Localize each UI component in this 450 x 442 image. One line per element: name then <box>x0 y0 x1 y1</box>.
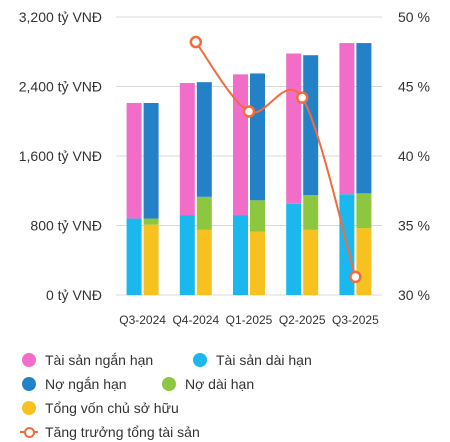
grid-lines <box>116 16 382 296</box>
bar-segment[interactable] <box>196 82 212 197</box>
bar-segment[interactable] <box>250 231 265 295</box>
bar-marks <box>126 43 372 295</box>
bar-segment[interactable] <box>303 229 319 295</box>
legend-item-no-dai-han[interactable]: Nợ dài hạn <box>162 376 254 392</box>
bar-segment[interactable] <box>143 224 159 295</box>
bar-segment[interactable] <box>250 73 265 201</box>
growth-line-path <box>195 41 357 278</box>
chart-plot: 0 tỷ VNĐ 800 tỷ VNĐ 1,600 tỷ VNĐ 2,400 tỷ V… <box>19 9 430 327</box>
legend-label: Nợ dài hạn <box>185 376 255 392</box>
legend-label: Tài sản dài hạn <box>216 352 312 368</box>
x-tick-label: Q3-2024 <box>119 313 166 327</box>
legend-label: Tổng vốn chủ sở hữu <box>45 400 179 416</box>
legend-item-tai-san-dai-han[interactable]: Tài sản dài hạn <box>193 352 312 368</box>
right-tick-label: 45 % <box>398 79 430 95</box>
legend-label: Nợ ngắn hạn <box>45 376 127 392</box>
bar-segment[interactable] <box>303 195 319 230</box>
growth-point[interactable] <box>189 35 203 49</box>
legend-item-tong-von-chu-so-huu[interactable]: Tổng vốn chủ sở hữu <box>22 400 179 416</box>
bar-segment[interactable] <box>126 218 142 295</box>
bar-segment[interactable] <box>126 103 142 219</box>
left-tick-label: 2,400 tỷ VNĐ <box>19 79 102 95</box>
legend: Tài sản ngắn hạn Tài sản dài hạn Nợ ngắn… <box>0 346 450 442</box>
right-tick-label: 40 % <box>398 148 430 164</box>
legend-swatch-green <box>162 377 176 391</box>
bar-segment[interactable] <box>196 229 212 295</box>
growth-point[interactable] <box>242 105 256 118</box>
bar-segment[interactable] <box>179 83 195 216</box>
bar-segment[interactable] <box>286 203 302 295</box>
x-tick-label: Q3-2025 <box>332 313 379 327</box>
legend-item-no-ngan-han[interactable]: Nợ ngắn hạn <box>22 376 127 392</box>
left-axis: 0 tỷ VNĐ 800 tỷ VNĐ 1,600 tỷ VNĐ 2,400 tỷ V… <box>19 9 102 303</box>
x-axis: Q3-2024 Q4-2024 Q1-2025 Q2-2025 Q3-2025 <box>119 313 379 327</box>
bar-segment[interactable] <box>233 74 248 216</box>
bar-segment[interactable] <box>179 215 195 295</box>
bar-segment[interactable] <box>196 196 212 230</box>
legend-label: Tài sản ngắn hạn <box>45 352 154 368</box>
bar-segment[interactable] <box>233 215 248 295</box>
bar-segment[interactable] <box>356 193 372 229</box>
growth-point[interactable] <box>295 91 309 104</box>
left-tick-label: 0 tỷ VNĐ <box>46 287 102 303</box>
bar-segment[interactable] <box>250 200 265 232</box>
legend-item-tang-truong-tong-tai-san[interactable]: Tăng trưởng tổng tài sản <box>20 424 200 440</box>
legend-swatch-pink <box>22 353 36 367</box>
x-tick-label: Q4-2024 <box>172 313 219 327</box>
bar-segment[interactable] <box>303 55 319 196</box>
bar-segment[interactable] <box>356 43 372 194</box>
legend-swatch-blue <box>22 377 36 391</box>
legend-label: Tăng trưởng tổng tài sản <box>45 424 200 440</box>
x-tick-label: Q1-2025 <box>226 313 273 327</box>
left-tick-label: 1,600 tỷ VNĐ <box>19 148 102 164</box>
bar-segment[interactable] <box>143 218 159 225</box>
bar-segment[interactable] <box>143 103 159 219</box>
legend-swatch-cyan <box>193 353 207 367</box>
right-tick-label: 30 % <box>398 287 430 303</box>
left-tick-label: 3,200 tỷ VNĐ <box>19 9 102 25</box>
bar-segment[interactable] <box>286 53 302 204</box>
legend-line-marker <box>20 426 38 438</box>
growth-point[interactable] <box>349 270 362 284</box>
right-axis: 30 % 35 % 40 % 45 % 50 % <box>398 9 430 303</box>
right-tick-label: 50 % <box>398 9 430 25</box>
legend-item-tai-san-ngan-han[interactable]: Tài sản ngắn hạn <box>22 352 153 368</box>
legend-swatch-yellow <box>22 401 36 415</box>
bar-segment[interactable] <box>356 228 372 295</box>
growth-line <box>189 35 362 284</box>
bar-segment[interactable] <box>339 43 355 195</box>
x-tick-label: Q2-2025 <box>279 313 326 327</box>
right-tick-label: 35 % <box>398 218 430 234</box>
left-tick-label: 800 tỷ VNĐ <box>30 218 102 234</box>
